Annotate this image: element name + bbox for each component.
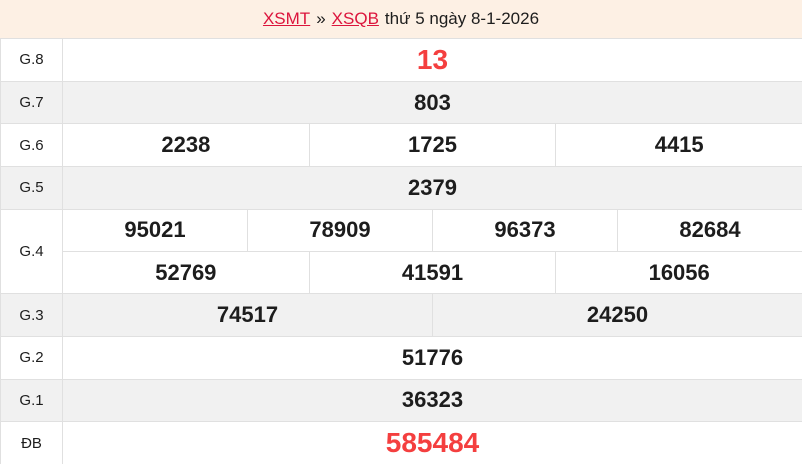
prize-label-g7: G.7: [1, 81, 63, 124]
prize-row-g8: G.8 13: [1, 38, 802, 81]
prize-value: 585484: [385, 427, 480, 459]
prize-row-g6: G.6 2238 1725 4415: [1, 123, 802, 167]
draw-date-text: thứ 5 ngày 8-1-2026: [384, 9, 540, 28]
prize-value: 52769: [155, 259, 217, 285]
breadcrumb-link-xsqb[interactable]: XSQB: [331, 9, 379, 28]
prize-value: 95021: [124, 217, 186, 243]
prize-cells-g5: 2379: [63, 167, 802, 209]
prize-cells-g8: 13: [63, 39, 802, 81]
prize-cells-g2: 51776: [63, 337, 802, 379]
prize-row-g4: G.4 95021 78909 96373 82684 52769 41591 …: [1, 208, 802, 294]
prize-row-g1: G.1 36323: [1, 378, 802, 422]
prize-row-g2: G.2 51776: [1, 335, 802, 379]
prize-cells-g1: 36323: [63, 380, 802, 422]
prize-value: 4415: [555, 124, 802, 167]
prize-value: 96373: [432, 209, 617, 252]
prize-table: G.8 13 G.7 803 G.6 2238 1725 4415 G.5 23…: [0, 38, 802, 464]
prize-label-g6: G.6: [1, 124, 63, 167]
prize-row-g3: G.3 74517 24250: [1, 293, 802, 336]
prize-cells-db: 585484: [63, 422, 802, 464]
prize-label-g5: G.5: [1, 167, 63, 209]
prize-value: 2238: [161, 132, 211, 158]
prize-value: 51776: [401, 344, 464, 370]
prize-value: 78909: [247, 209, 432, 252]
prize-cells-g4: 95021 78909 96373 82684 52769 41591 1605…: [63, 209, 802, 294]
prize-value: 16056: [555, 252, 802, 294]
prize-label-g3: G.3: [1, 294, 63, 336]
prize-cells-g6: 2238 1725 4415: [63, 124, 802, 167]
prize-value: 13: [416, 43, 449, 75]
prize-value: 2379: [408, 174, 457, 200]
prize-label-g2: G.2: [1, 336, 63, 379]
prize-cells-g7: 803: [63, 82, 802, 124]
prize-row-g5: G.5 2379: [1, 166, 802, 209]
prize-row-g4-line1: 95021 78909 96373 82684: [63, 209, 802, 252]
prize-value: 74517: [216, 302, 279, 328]
prize-value: 82684: [617, 209, 802, 252]
prize-label-db: ĐB: [1, 422, 63, 464]
header-bar: XSMT » XSQB thứ 5 ngày 8-1-2026: [0, 0, 802, 38]
prize-value: 1725: [308, 124, 556, 167]
prize-row-db: ĐB 585484: [1, 421, 802, 464]
prize-value: 24250: [432, 294, 802, 336]
prize-value: 803: [414, 89, 451, 115]
prize-row-g7: G.7 803: [1, 80, 802, 124]
prize-value: 41591: [308, 252, 556, 294]
breadcrumb-separator: »: [316, 9, 326, 28]
prize-label-g1: G.1: [1, 379, 63, 422]
breadcrumb-link-xsmt[interactable]: XSMT: [262, 9, 311, 28]
prize-label-g4: G.4: [1, 209, 63, 294]
prize-row-g4-line2: 52769 41591 16056: [63, 251, 802, 294]
prize-label-g8: G.8: [1, 39, 63, 81]
prize-cells-g3: 74517 24250: [63, 294, 802, 336]
prize-value: 36323: [401, 387, 464, 413]
